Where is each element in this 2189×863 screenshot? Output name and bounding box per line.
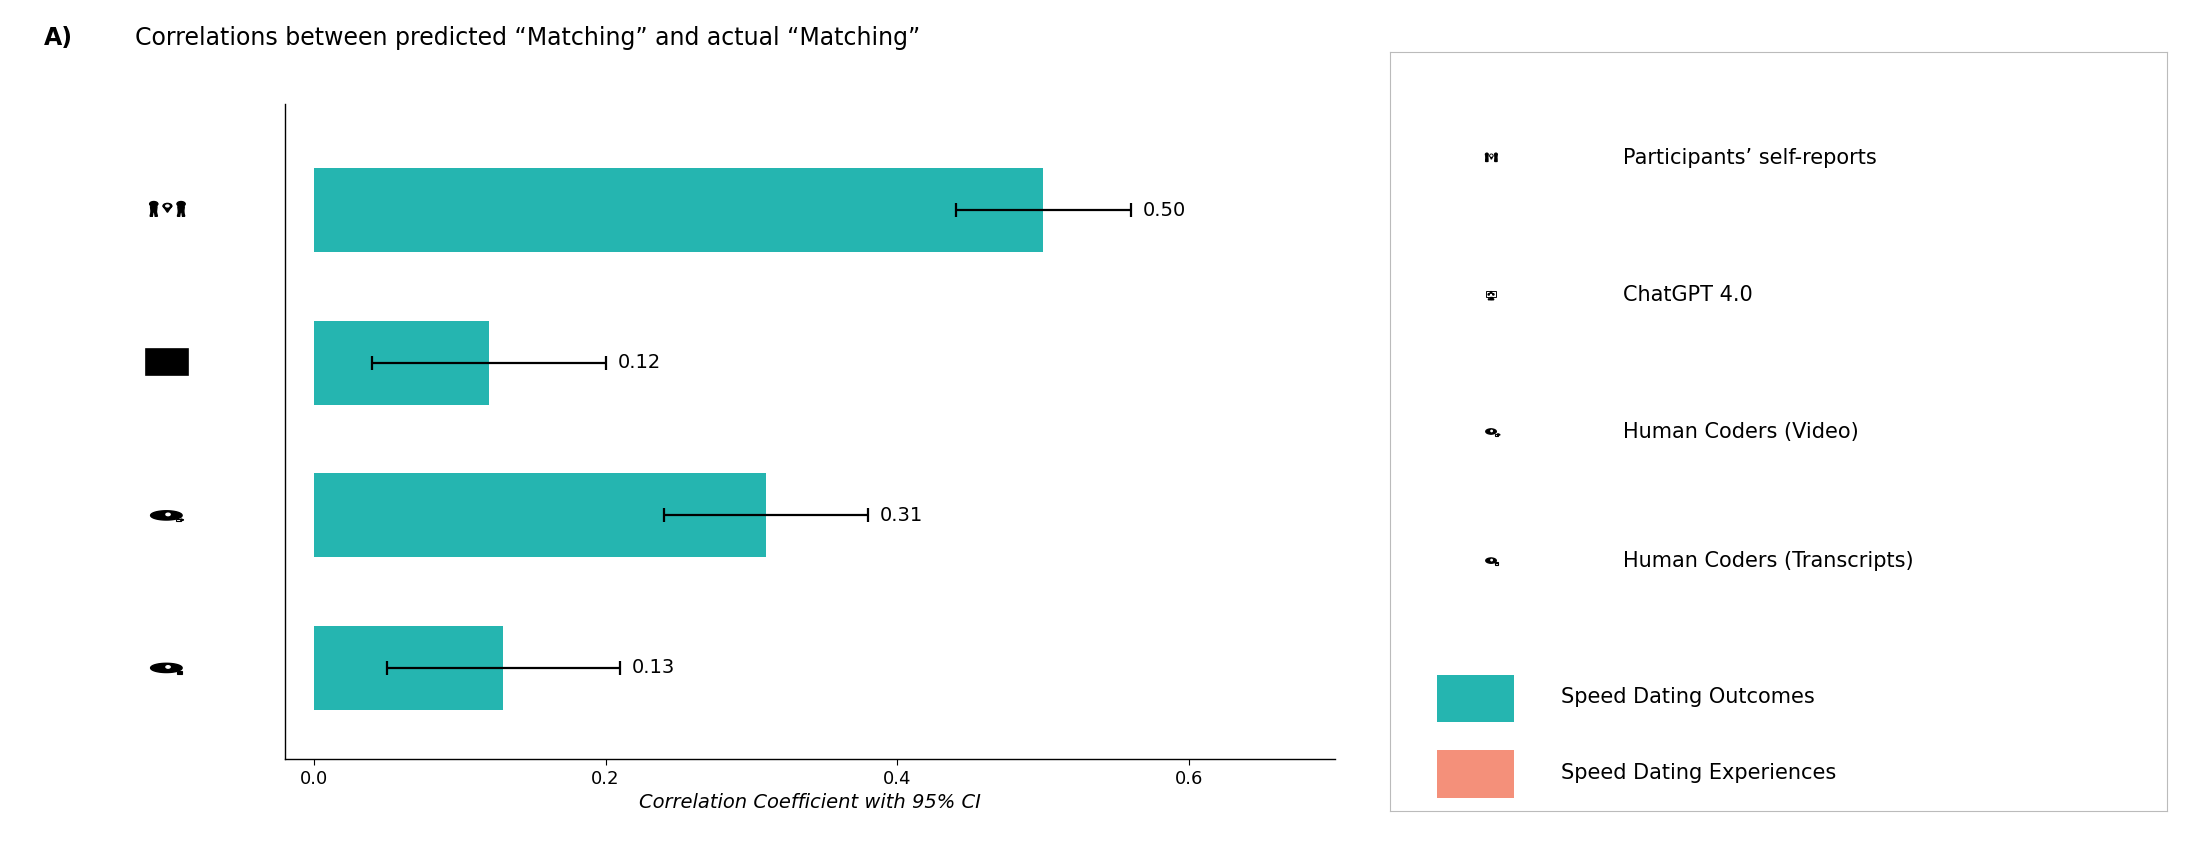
FancyBboxPatch shape <box>177 519 182 521</box>
Polygon shape <box>1497 434 1499 436</box>
FancyBboxPatch shape <box>1436 675 1515 721</box>
Polygon shape <box>1486 429 1497 434</box>
Polygon shape <box>151 206 158 212</box>
Circle shape <box>1495 153 1497 156</box>
Polygon shape <box>158 370 175 372</box>
Bar <box>313 626 503 710</box>
Text: 0.50: 0.50 <box>1143 201 1186 220</box>
Polygon shape <box>177 212 179 217</box>
FancyBboxPatch shape <box>177 671 182 674</box>
Polygon shape <box>155 212 158 217</box>
Text: Human Coders (Transcripts): Human Coders (Transcripts) <box>1624 551 1913 570</box>
Text: 0.12: 0.12 <box>617 353 661 372</box>
Circle shape <box>171 361 175 363</box>
Polygon shape <box>1486 558 1497 564</box>
Circle shape <box>1491 154 1493 157</box>
Circle shape <box>160 664 173 671</box>
FancyBboxPatch shape <box>1486 291 1495 297</box>
Text: Speed Dating Experiences: Speed Dating Experiences <box>1561 763 1837 784</box>
Circle shape <box>1486 153 1489 156</box>
X-axis label: Correlation Coefficient with 95% CI: Correlation Coefficient with 95% CI <box>639 793 981 812</box>
Text: Correlations between predicted “Matching” and actual “Matching”: Correlations between predicted “Matching… <box>120 26 922 50</box>
Bar <box>313 168 1044 252</box>
Circle shape <box>162 204 171 209</box>
Polygon shape <box>164 367 169 370</box>
FancyBboxPatch shape <box>1495 433 1497 436</box>
Bar <box>313 321 488 405</box>
Circle shape <box>166 665 171 668</box>
Text: Speed Dating Outcomes: Speed Dating Outcomes <box>1561 687 1815 708</box>
Text: A): A) <box>44 26 72 50</box>
Polygon shape <box>151 664 182 672</box>
FancyBboxPatch shape <box>1495 562 1497 565</box>
Circle shape <box>160 512 173 520</box>
Polygon shape <box>182 212 184 217</box>
Text: 0.13: 0.13 <box>633 658 674 677</box>
Text: 0.31: 0.31 <box>880 506 924 525</box>
Circle shape <box>149 202 158 206</box>
Polygon shape <box>151 212 153 217</box>
Circle shape <box>1489 429 1493 434</box>
FancyBboxPatch shape <box>153 356 179 367</box>
Text: ChatGPT 4.0: ChatGPT 4.0 <box>1624 285 1753 305</box>
Polygon shape <box>151 511 182 520</box>
Circle shape <box>1489 558 1493 563</box>
Polygon shape <box>182 519 184 521</box>
Circle shape <box>177 202 186 206</box>
FancyBboxPatch shape <box>1436 751 1515 797</box>
Circle shape <box>166 205 169 207</box>
Text: Human Coders (Video): Human Coders (Video) <box>1624 421 1858 442</box>
Polygon shape <box>1491 155 1493 159</box>
Text: Participants’ self-reports: Participants’ self-reports <box>1624 148 1876 168</box>
Bar <box>313 474 766 557</box>
Circle shape <box>158 361 162 363</box>
Circle shape <box>164 357 169 359</box>
Circle shape <box>166 513 171 515</box>
Polygon shape <box>177 206 184 212</box>
Polygon shape <box>162 206 171 212</box>
